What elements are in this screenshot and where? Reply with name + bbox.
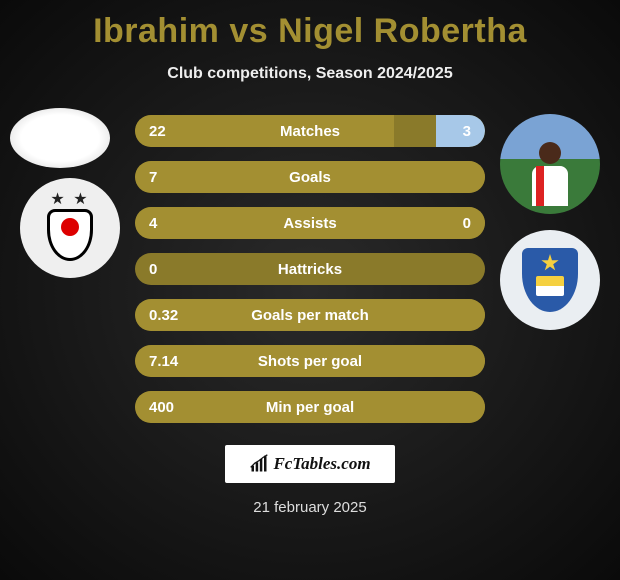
brand-badge: FcTables.com — [225, 445, 395, 483]
player-right-avatar — [500, 114, 600, 214]
club-left-badge: ★ ★ — [20, 178, 120, 278]
stat-row: 4Assists0 — [135, 207, 485, 239]
brand-text: FcTables.com — [273, 454, 370, 474]
stat-row: 400Min per goal — [135, 391, 485, 423]
club-right-badge — [500, 230, 600, 330]
stat-label: Goals — [135, 169, 485, 186]
shield-icon — [522, 248, 578, 312]
player-left-avatar — [10, 108, 110, 168]
stat-row: 7Goals — [135, 161, 485, 193]
date-text: 21 february 2025 — [0, 499, 620, 516]
page-title: Ibrahim vs Nigel Robertha — [0, 0, 620, 51]
page-subtitle: Club competitions, Season 2024/2025 — [0, 65, 620, 83]
stat-row: 0.32Goals per match — [135, 299, 485, 331]
stat-label: Matches — [135, 123, 485, 140]
stat-label: Assists — [135, 215, 485, 232]
stat-row: 7.14Shots per goal — [135, 345, 485, 377]
stat-row: 0Hattricks — [135, 253, 485, 285]
stat-label: Shots per goal — [135, 353, 485, 370]
stat-label: Hattricks — [135, 261, 485, 278]
stat-right-value: 3 — [463, 123, 471, 140]
stat-right-value: 0 — [463, 215, 471, 232]
chart-icon — [249, 454, 269, 474]
stat-label: Goals per match — [135, 307, 485, 324]
stat-label: Min per goal — [135, 399, 485, 416]
stat-row: 22Matches3 — [135, 115, 485, 147]
stars-icon: ★ ★ — [50, 189, 89, 209]
stats-list: 22Matches37Goals4Assists00Hattricks0.32G… — [135, 115, 485, 423]
shield-icon — [47, 209, 93, 261]
